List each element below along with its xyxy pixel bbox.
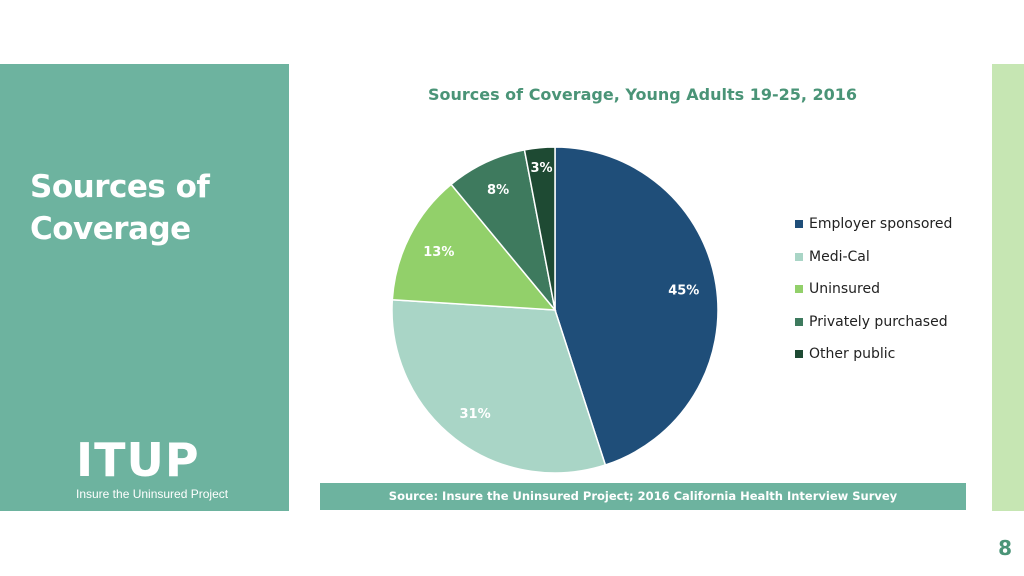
legend-item: Medi-Cal <box>795 241 952 274</box>
legend-swatch <box>795 220 803 229</box>
logo-word: ITUP <box>76 433 200 487</box>
legend-label: Other public <box>809 346 896 363</box>
legend-swatch <box>795 350 803 359</box>
legend-item: Other public <box>795 338 952 371</box>
legend-label: Employer sponsored <box>809 216 953 233</box>
legend-item: Employer sponsored <box>795 208 952 241</box>
data-label-medi-cal: 31% <box>460 407 491 422</box>
source-note: Source: Insure the Uninsured Project; 20… <box>320 483 966 510</box>
itup-logo: ITUP Insure the Uninsured Project <box>76 433 229 507</box>
pie-slice-other-public <box>523 146 556 311</box>
slide-title: Sources of Coverage <box>30 169 210 247</box>
legend-label: Privately purchased <box>809 313 948 330</box>
data-label-employer-sponsored: 45% <box>668 284 699 299</box>
legend-swatch <box>795 317 803 326</box>
page-number: 8 <box>998 536 1012 560</box>
chart-legend: Employer sponsored Medi-Cal Uninsured Priva… <box>795 208 952 371</box>
logo-subtitle: Insure the Uninsured Project <box>76 487 229 501</box>
legend-label: Medi-Cal <box>809 248 870 265</box>
legend-swatch <box>795 252 803 261</box>
legend-item: Privately purchased <box>795 306 952 339</box>
data-label-other-public: 3% <box>530 161 552 176</box>
legend-label: Uninsured <box>809 281 880 298</box>
legend-swatch <box>795 285 803 294</box>
data-label-uninsured: 13% <box>423 245 454 260</box>
left-panel <box>0 64 289 511</box>
pie-slice-medi-cal <box>391 298 607 474</box>
data-label-privately-purchased: 8% <box>487 183 509 198</box>
pie-slice-uninsured <box>391 183 557 311</box>
legend-item: Uninsured <box>795 273 952 306</box>
chart-title: Sources of Coverage, Young Adults 19-25,… <box>427 85 858 104</box>
right-accent-strip <box>992 64 1024 511</box>
pie-slice-employer-sponsored <box>554 146 719 466</box>
